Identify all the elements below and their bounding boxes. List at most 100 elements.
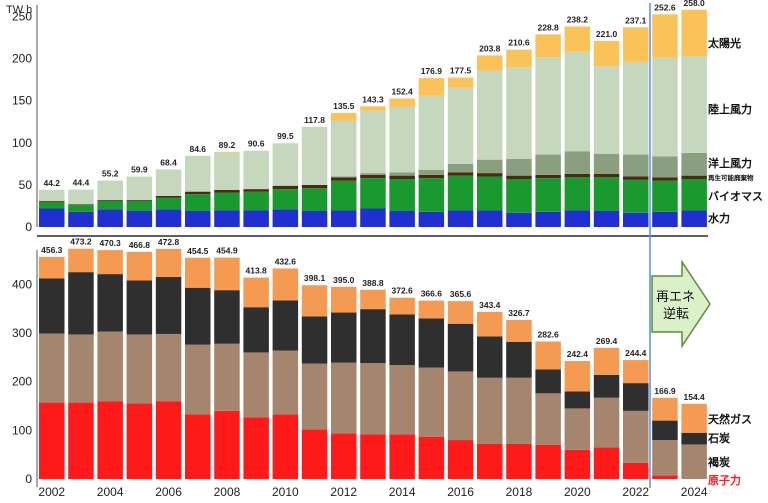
fossil-total-label-year-2024: 154.4: [684, 392, 706, 402]
fossil-bar-year-2010-series-3: [272, 268, 299, 301]
x-tick-2020: 2020: [564, 485, 591, 499]
renewables-bar-year-2010-series-2: [272, 185, 299, 190]
renewables-bar-year-2018-series-2: [506, 175, 532, 180]
renewables-y-tick-150: 150: [12, 94, 32, 108]
fossil-bar-year-2014-series-0: [389, 434, 415, 479]
fossil-total-label-year-2019: 282.6: [538, 329, 560, 339]
renewables-total-label-year-2005: 59.9: [131, 165, 148, 175]
renewables-bar-year-2017-series-0: [477, 210, 503, 227]
renewables-bar-year-2020-series-5: [564, 26, 591, 52]
fossil-bar-year-2017-series-2: [477, 336, 503, 378]
renewables-total-label-year-2003: 44.4: [73, 178, 90, 188]
legend-offshore-wind: 洋上風力: [708, 156, 752, 170]
fossil-bar-year-2023-series-0: [652, 475, 678, 479]
arrow-text-line2: 逆転: [663, 306, 689, 322]
fossil-bar-year-2023-series-1: [652, 440, 678, 476]
renewables-bar-year-2004-series-4: [97, 180, 123, 201]
legend-natural-gas: 天然ガス: [708, 412, 752, 426]
fossil-y-tick-300: 300: [12, 326, 32, 340]
unit-label: TW h: [6, 4, 32, 16]
fossil-bar-year-2004-series-2: [97, 274, 123, 332]
renewables-bar-year-2017-series-2: [477, 173, 503, 177]
renewables-bar-year-2017-series-5: [477, 55, 503, 71]
fossil-total-label-year-2016: 365.6: [450, 289, 472, 299]
renewables-total-label-year-2002: 44.2: [43, 178, 60, 188]
fossil-bar-year-2015-series-3: [418, 300, 445, 319]
fossil-bar-year-2012-series-2: [331, 312, 357, 363]
renewables-bar-year-2008-series-2: [214, 189, 240, 193]
renewables-bar-year-2006-series-2: [155, 195, 182, 198]
renewables-bar-year-2023-series-5: [652, 14, 678, 58]
fossil-bar-year-2021-series-2: [593, 374, 620, 398]
fossil-bar-year-2005-series-0: [126, 403, 153, 479]
renewables-bar-year-2012-series-3: [331, 176, 357, 178]
x-tick-2022: 2022: [622, 485, 649, 499]
fossil-bar-year-2013-series-2: [360, 309, 386, 364]
renewables-bar-year-2021-series-5: [593, 40, 620, 67]
renewables-bar-year-2013-series-2: [360, 174, 386, 179]
renewables-total-label-year-2006: 68.4: [160, 157, 177, 167]
fossil-bar-year-2021-series-1: [593, 397, 620, 448]
fossil-bar-year-2015-series-1: [418, 367, 445, 437]
fossil-bar-year-2006-series-3: [155, 248, 182, 278]
fossil-y-tick-0: 0: [25, 472, 32, 486]
renewables-bar-year-2021-series-1: [593, 177, 620, 211]
fossil-bar-year-2012-series-1: [331, 362, 357, 434]
renewables-bar-year-2021-series-0: [593, 211, 620, 227]
reversal-arrow: 再エネ 逆転: [651, 259, 711, 349]
fossil-bar-year-2004-series-1: [97, 331, 123, 402]
fossil-bar-year-2016-series-3: [447, 301, 474, 324]
renewables-bar-year-2007-series-4: [185, 155, 211, 192]
renewables-bar-year-2009-series-0: [243, 210, 269, 227]
fossil-bar-year-2017-series-3: [477, 311, 503, 337]
fossil-bar-year-2011-series-1: [301, 363, 328, 430]
x-axis: 2002 2004 2006 2008 2010 2012 2014 2016 2018 2020…: [38, 485, 707, 499]
fossil-bar-year-2021-series-3: [593, 347, 620, 375]
fossil-bar-year-2005-series-3: [126, 251, 153, 281]
renewables-bar-year-2024-series-3: [681, 152, 707, 176]
fossil-total-label-year-2004: 470.3: [100, 238, 122, 248]
renewables-bar-year-2012-series-0: [331, 210, 357, 227]
fossil-bar-year-2013-series-0: [360, 434, 386, 479]
fossil-bar-year-2002-series-0: [39, 402, 65, 479]
fossil-bar-year-2019-series-1: [535, 393, 561, 445]
renewables-bar-year-2020-series-2: [564, 173, 591, 178]
fossil-bar-year-2009-series-1: [243, 352, 269, 418]
legend-solar: 太陽光: [707, 36, 741, 50]
fossil-bar-year-2019-series-3: [535, 341, 561, 370]
renewables-bar-year-2015-series-1: [418, 178, 445, 212]
renewables-bar-year-2020-series-4: [564, 51, 591, 152]
renewables-total-label-year-2015: 176.9: [421, 66, 443, 76]
renewables-y-tick-0: 0: [25, 220, 32, 234]
renewables-bar-year-2008-series-5: [214, 151, 240, 153]
renewables-totals: 44.2 44.4 55.2 59.9 68.4 84.6 89.2 90.6 99.5 117.…: [43, 0, 705, 188]
fossil-bar-year-2006-series-1: [155, 333, 182, 402]
renewables-bar-year-2003-series-2: [68, 204, 94, 206]
fossil-bar-year-2022-series-2: [623, 383, 649, 411]
renewables-bar-year-2003-series-0: [68, 211, 94, 227]
fossil-bar-year-2022-series-1: [623, 410, 649, 463]
renewables-bar-year-2022-series-2: [623, 176, 649, 180]
renewables-bar-year-2018-series-4: [506, 67, 532, 159]
renewables-y-tick-200: 200: [12, 52, 32, 66]
fossil-bar-year-2008-series-1: [214, 343, 240, 411]
renewables-bar-year-2016-series-0: [447, 210, 474, 227]
fossil-bar-year-2006-series-0: [155, 401, 182, 479]
fossil-bar-year-2013-series-1: [360, 363, 386, 435]
legend-biomass: バイオマス: [708, 190, 763, 203]
renewables-bar-year-2013-series-4: [360, 110, 386, 174]
fossil-bar-year-2007-series-1: [185, 344, 211, 415]
renewables-bar-year-2005-series-4: [126, 176, 153, 201]
renewables-bar-year-2011-series-4: [301, 126, 328, 185]
renewables-bar-year-2012-series-1: [331, 180, 357, 211]
x-tick-2016: 2016: [447, 485, 474, 499]
renewables-bar-year-2021-series-2: [593, 173, 620, 178]
renewables-bar-year-2016-series-4: [447, 87, 474, 164]
fossil-bar-year-2023-series-2: [652, 420, 678, 441]
fossil-bar-year-2012-series-0: [331, 433, 357, 479]
fossil-bar-year-2006-series-2: [155, 277, 182, 334]
renewables-bar-year-2015-series-3: [418, 169, 445, 175]
renewables-bar-year-2024-series-1: [681, 179, 707, 211]
fossil-bar-year-2011-series-2: [301, 316, 328, 364]
renewables-bar-year-2019-series-0: [535, 211, 561, 227]
